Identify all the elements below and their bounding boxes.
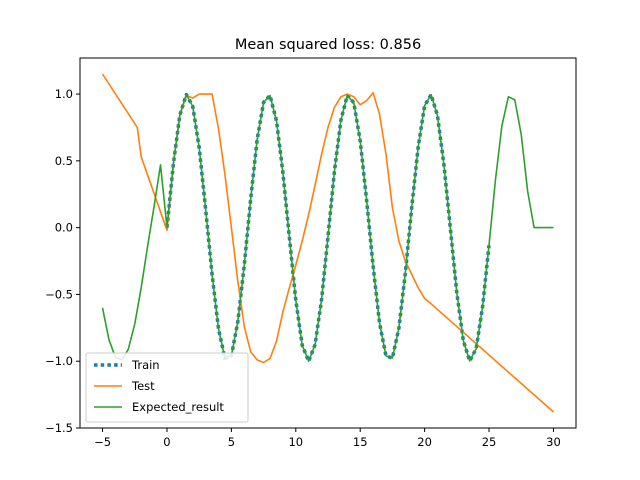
legend-box — [85, 352, 249, 423]
y-tick-label: 0.5 — [55, 154, 73, 168]
x-tick-label: −5 — [94, 435, 111, 449]
series-layer — [101, 73, 555, 413]
y-tick-label: 0.0 — [55, 221, 73, 235]
legend-label: Test — [131, 379, 155, 393]
x-tick-label: 30 — [546, 435, 561, 449]
x-tick-label: 5 — [228, 435, 235, 449]
legend-label: Expected_result — [132, 400, 224, 414]
x-tick-label: 15 — [353, 435, 368, 449]
y-tick-label: −1.0 — [45, 354, 73, 368]
legend-label: Train — [131, 358, 160, 372]
plot-frame — [79, 57, 577, 429]
y-tick-label: 1.0 — [55, 87, 73, 101]
x-tick-label: 0 — [163, 435, 170, 449]
x-tick-label: 10 — [288, 435, 303, 449]
y-tick-label: −0.5 — [45, 287, 73, 301]
chart-title: Mean squared loss: 0.856 — [235, 37, 421, 53]
x-tick-label: 25 — [482, 435, 497, 449]
legend: Train Test Expected_result — [85, 352, 249, 423]
y-axis: −1.5 −1.0 −0.5 0.0 0.5 1.0 — [45, 87, 80, 435]
y-tick-label: −1.5 — [45, 421, 73, 435]
series-line-expected-result — [101, 93, 554, 363]
plot-area: −5 0 5 10 15 20 25 30 −1.5 −1.0 −0.5 0.0 0.5 1.0 — [45, 57, 577, 449]
x-axis: −5 0 5 10 15 20 25 30 — [94, 428, 561, 449]
x-tick-label: 20 — [417, 435, 432, 449]
